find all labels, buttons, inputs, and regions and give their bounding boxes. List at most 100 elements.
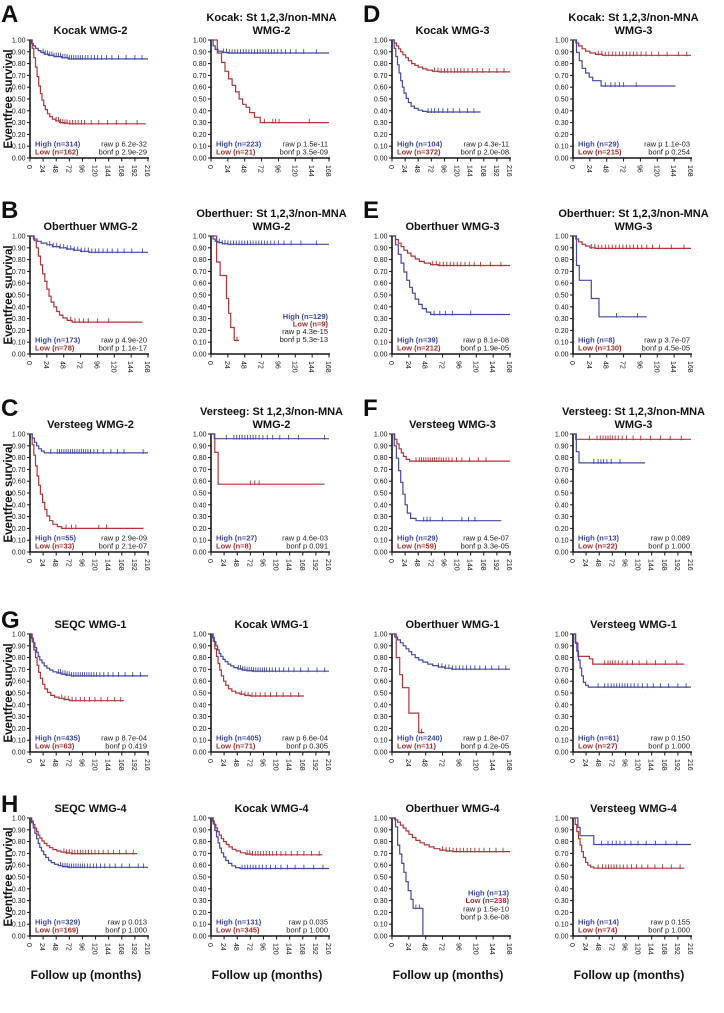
y-tick-label: 0.90 <box>12 643 26 650</box>
x-tick-label: 0 <box>25 759 32 763</box>
low-group-curve <box>211 235 240 341</box>
raw-p-value: raw p 4.9e-20 <box>101 335 147 344</box>
y-tick-label: 1.00 <box>193 632 207 639</box>
km-plot-canvas: 1.00 0.90 0.80 0.70 0.60 0.50 0.40 0.30 0.20 0.10… <box>12 816 150 955</box>
y-tick-label: 0.60 <box>193 85 207 92</box>
y-tick-label: 1.00 <box>12 38 26 45</box>
y-tick-label: 0.90 <box>193 49 207 56</box>
low-group-curve <box>573 817 685 869</box>
x-tick-label: 24 <box>585 361 592 369</box>
x-tick-label: 120 <box>471 759 478 771</box>
x-tick-label: 96 <box>635 361 642 369</box>
x-tick-label: 0 <box>206 943 213 947</box>
y-tick-label: 1.00 <box>374 432 388 439</box>
km-plot-canvas: 1.00 0.90 0.80 0.70 0.60 0.50 0.40 0.30 0.20 0.10… <box>12 432 150 571</box>
x-tick-label: 168 <box>505 759 512 771</box>
raw-p-value: raw p 0.155 <box>651 917 690 926</box>
y-tick-label: 0.40 <box>193 502 207 509</box>
km-chart: Versteeg WMG-4 1.00 0.90 0.80 0.70 0.60 0.50 0.… <box>543 797 724 983</box>
x-tick-label: 192 <box>130 943 137 955</box>
high-group-curve <box>392 39 481 113</box>
legend-low: Low (n=238) <box>465 896 509 905</box>
x-tick-label: 0 <box>206 361 213 365</box>
y-tick-label: 0.20 <box>374 726 388 733</box>
raw-p-value: raw p 4.6e-03 <box>282 533 328 542</box>
y-tick-label: 0.30 <box>555 316 569 323</box>
y-tick-label: 0.70 <box>193 269 207 276</box>
low-group-curve <box>30 817 138 855</box>
bonf-p-value: bonf p 2.1e-07 <box>99 542 147 551</box>
y-tick-label: 0.50 <box>12 293 26 300</box>
x-tick-label: 72 <box>245 559 252 567</box>
y-tick-label: 0.70 <box>374 667 388 674</box>
x-tick-label: 144 <box>488 361 495 373</box>
y-tick-label: 0.90 <box>555 443 569 450</box>
y-axis-label: Eventfree survival <box>3 49 15 149</box>
x-tick-label: 168 <box>505 943 512 955</box>
km-plot-canvas: 1.00 0.90 0.80 0.70 0.60 0.50 0.40 0.30 0.20 0.10… <box>193 38 331 177</box>
high-group-curve <box>573 817 691 846</box>
legend-high: High (n=55) <box>35 533 77 542</box>
x-tick-label: 120 <box>272 559 279 571</box>
high-group-curve <box>211 633 329 672</box>
y-tick-label: 0.90 <box>555 827 569 834</box>
y-tick-label: 0.10 <box>12 738 26 745</box>
y-tick-label: 0.20 <box>12 726 26 733</box>
bonf-p-value: bonf p 2.0e-08 <box>461 148 509 157</box>
y-tick-label: 0.80 <box>374 839 388 846</box>
x-tick-label: 72 <box>619 361 626 369</box>
figure-row-CF: C Versteeg WMG-2 1.00 0.90 0.80 0.70 0.60 0.50 0… <box>0 397 724 583</box>
y-tick-label: 0.30 <box>555 514 569 521</box>
raw-p-value: raw p 8.1e-08 <box>463 335 509 344</box>
km-chart: Versteeg: St 1,2,3/non-MNA WMG-2 1.00 0.90… <box>181 401 362 583</box>
y-tick-label: 0.30 <box>193 898 207 905</box>
y-tick-label: 1.00 <box>555 234 569 241</box>
y-tick-label: 0.10 <box>374 538 388 545</box>
y-tick-label: 0.40 <box>374 702 388 709</box>
bonf-p-value: bonf p 0.305 <box>286 742 328 751</box>
x-tick-label: 144 <box>669 361 676 373</box>
x-tick-label: 72 <box>64 943 71 951</box>
y-tick-label: 0.20 <box>193 526 207 533</box>
y-tick-label: 0.00 <box>193 750 207 757</box>
x-tick-label: 72 <box>426 165 433 173</box>
x-tick-label: 192 <box>130 759 137 771</box>
x-tick-label: 120 <box>91 943 98 955</box>
km-plot-canvas: 1.00 0.90 0.80 0.70 0.60 0.50 0.40 0.30 0.20 0.10… <box>193 432 331 571</box>
x-tick-label: 144 <box>285 943 292 955</box>
x-tick-label: 168 <box>298 559 305 571</box>
x-tick-label: 48 <box>51 943 58 951</box>
x-tick-label: 216 <box>686 559 693 571</box>
km-plot-canvas: 1.00 0.90 0.80 0.70 0.60 0.50 0.40 0.30 0.20 0.10… <box>555 632 693 771</box>
low-group-curve <box>392 633 425 734</box>
x-tick-label: 48 <box>51 759 58 767</box>
y-tick-label: 0.30 <box>193 514 207 521</box>
y-tick-label: 0.10 <box>374 340 388 347</box>
x-tick-label: 96 <box>77 759 84 767</box>
y-tick-label: 0.30 <box>12 120 26 127</box>
legend-high: High (n=223) <box>216 139 262 148</box>
y-tick-label: 0.80 <box>374 61 388 68</box>
x-tick-label: 48 <box>421 943 428 951</box>
km-plot-canvas: 1.00 0.90 0.80 0.70 0.60 0.50 0.40 0.30 0.20 0.10… <box>555 234 693 373</box>
high-group-curve <box>573 39 676 87</box>
panel-letter: C <box>1 395 19 422</box>
x-tick-label: 168 <box>117 559 124 571</box>
x-tick-label: 48 <box>594 943 601 951</box>
y-tick-label: 0.00 <box>555 934 569 941</box>
x-tick-label: 120 <box>471 943 478 955</box>
km-chart: Oberthuer: St 1,2,3/non-MNA WMG-2 1.00 0.9… <box>181 203 362 385</box>
chart-title: Versteeg WMG-3 <box>409 418 496 431</box>
raw-p-value: raw p 6.2e-32 <box>101 139 147 148</box>
x-tick-label: 168 <box>660 559 667 571</box>
y-tick-label: 0.50 <box>555 97 569 104</box>
chart-title: Versteeg WMG-1 <box>590 618 677 631</box>
y-tick-label: 0.70 <box>193 467 207 474</box>
km-plot-canvas: 1.00 0.90 0.80 0.70 0.60 0.50 0.40 0.30 0.20 0.10… <box>12 632 150 771</box>
y-tick-label: 0.40 <box>555 108 569 115</box>
legend-low: Low (n=33) <box>35 542 75 551</box>
y-tick-label: 0.00 <box>374 352 388 359</box>
y-tick-label: 0.50 <box>12 97 26 104</box>
low-group-curve <box>392 235 510 267</box>
y-tick-label: 0.70 <box>374 467 388 474</box>
